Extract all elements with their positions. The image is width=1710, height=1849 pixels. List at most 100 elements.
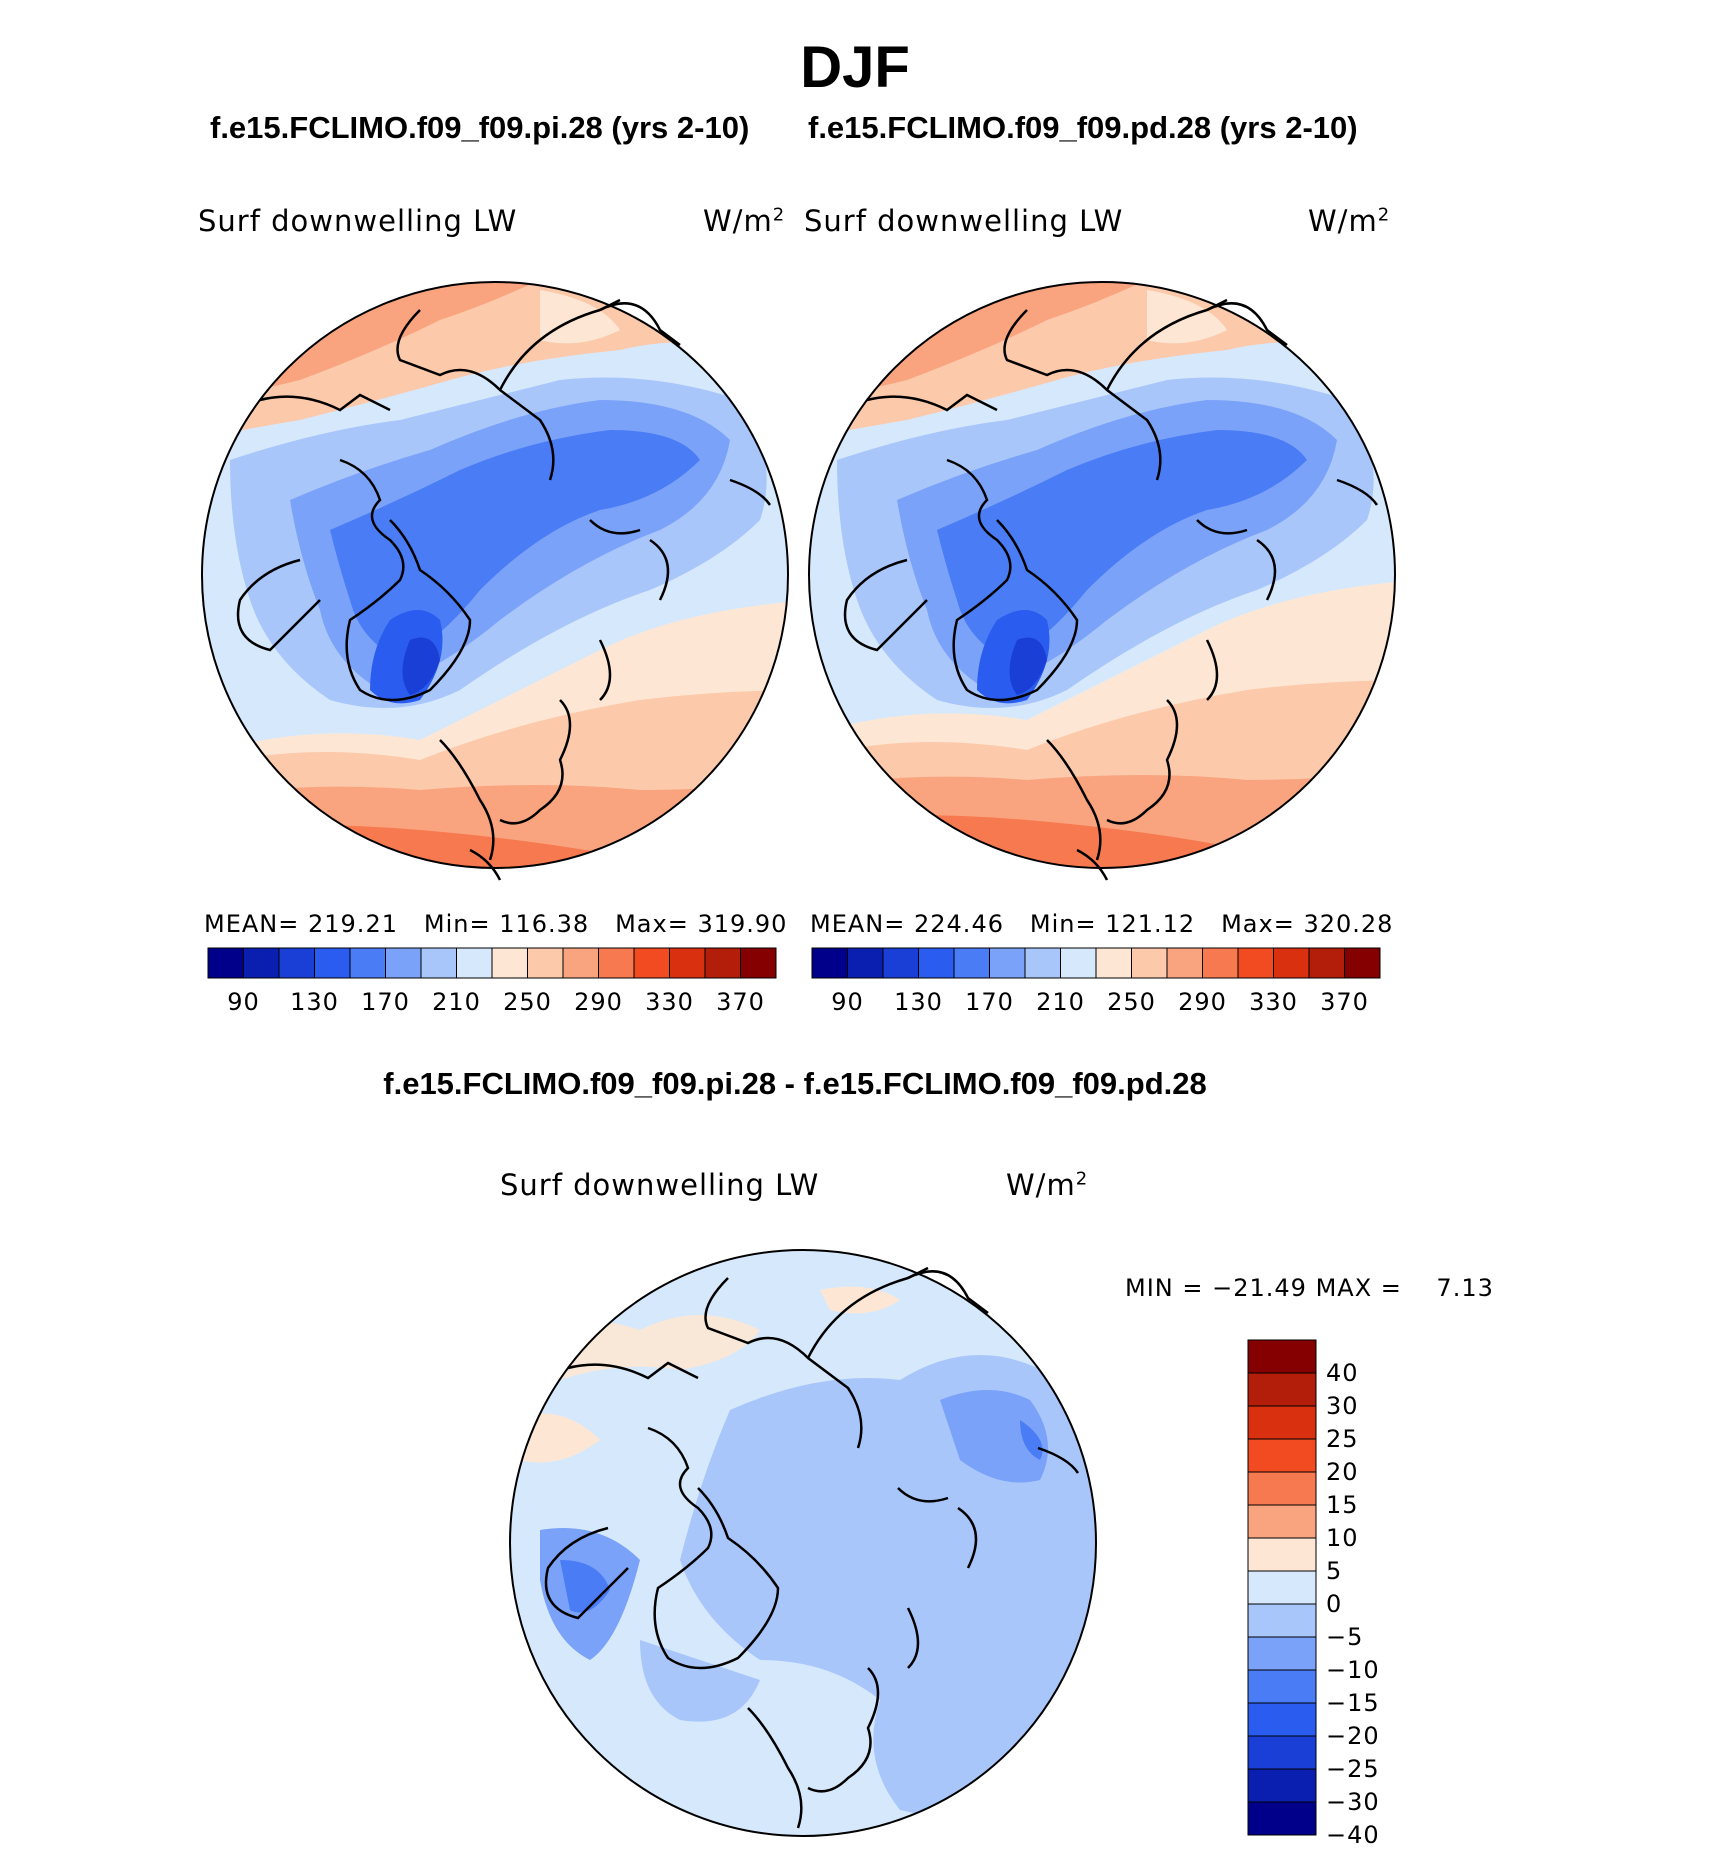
colorbar-pd-tick-label: 170 bbox=[965, 988, 1014, 1016]
units-label-pd: W/m2 bbox=[1308, 204, 1391, 238]
diff-minmax: MIN = −21.49 MAX = 7.13 bbox=[1125, 1274, 1494, 1302]
stats-row-pd: MEAN= 224.46 Min= 121.12 Max= 320.28 bbox=[810, 910, 1394, 938]
colorbar-pi-swatch bbox=[207, 947, 244, 979]
colorbar-pi-swatch bbox=[420, 947, 457, 979]
colorbar-diff-swatch bbox=[1247, 1570, 1317, 1605]
colorbar-diff-tick-label: 25 bbox=[1326, 1425, 1359, 1453]
colorbar-pd-swatch bbox=[1131, 947, 1168, 979]
diff-title: f.e15.FCLIMO.f09_f09.pi.28 - f.e15.FCLIM… bbox=[383, 1066, 1207, 1101]
colorbar-diff-swatch bbox=[1247, 1537, 1317, 1572]
colorbar-diff-tick-label: −15 bbox=[1326, 1689, 1380, 1717]
colorbar-pi-swatch bbox=[633, 947, 670, 979]
colorbar-pd-swatch bbox=[1166, 947, 1203, 979]
colorbar-diff-tick-label: −10 bbox=[1326, 1656, 1380, 1684]
colorbar-diff-tick-label: 30 bbox=[1326, 1392, 1359, 1420]
colorbar-pd-swatch bbox=[811, 947, 848, 979]
colorbar-pi-tick-label: 290 bbox=[574, 988, 623, 1016]
colorbar-diff-tick-label: −25 bbox=[1326, 1755, 1380, 1783]
colorbar-pi-tick-label: 370 bbox=[716, 988, 765, 1016]
colorbar-pd-tick-label: 370 bbox=[1320, 988, 1369, 1016]
colorbar-pi-tick-label: 130 bbox=[290, 988, 339, 1016]
colorbar-pi-tick-label: 90 bbox=[227, 988, 260, 1016]
colorbar-pd bbox=[811, 947, 1381, 979]
colorbar-diff-swatch bbox=[1247, 1702, 1317, 1737]
colorbar-pd-tick-label: 250 bbox=[1107, 988, 1156, 1016]
coastlines-diff bbox=[544, 1266, 1080, 1829]
colorbar-pi-swatch bbox=[243, 947, 280, 979]
colorbar-pi-swatch bbox=[527, 947, 564, 979]
colorbar-pd-swatch bbox=[1308, 947, 1345, 979]
coastlines-pi bbox=[236, 298, 772, 881]
units-label-diff: W/m2 bbox=[1006, 1168, 1089, 1202]
colorbar-pd-swatch bbox=[1344, 947, 1381, 979]
colorbar-pd-swatch bbox=[918, 947, 955, 979]
variable-label-diff: Surf downwelling LW bbox=[500, 1168, 820, 1202]
colorbar-pd-tick-label: 290 bbox=[1178, 988, 1227, 1016]
colorbar-pi-swatch bbox=[349, 947, 386, 979]
colorbar-pd-swatch bbox=[1024, 947, 1061, 979]
case-title-pi: f.e15.FCLIMO.f09_f09.pi.28 (yrs 2-10) bbox=[210, 110, 750, 145]
coastlines-pd bbox=[843, 298, 1379, 881]
colorbar-pd-swatch bbox=[1095, 947, 1132, 979]
colorbar-pi-swatch bbox=[314, 947, 351, 979]
colorbar-pd-swatch bbox=[1202, 947, 1239, 979]
colorbar-pi-swatch bbox=[456, 947, 493, 979]
colorbar-diff-tick-label: 10 bbox=[1326, 1524, 1359, 1552]
colorbar-diff-swatch bbox=[1247, 1768, 1317, 1803]
colorbar-diff-tick-label: −30 bbox=[1326, 1788, 1380, 1816]
case-title-pd: f.e15.FCLIMO.f09_f09.pd.28 (yrs 2-10) bbox=[808, 110, 1358, 145]
colorbar-diff-swatch bbox=[1247, 1372, 1317, 1407]
units-label-pi: W/m2 bbox=[703, 204, 786, 238]
colorbar-pi-swatch bbox=[278, 947, 315, 979]
colorbar-pi-tick-label: 330 bbox=[645, 988, 694, 1016]
colorbar-pi-tick-label: 250 bbox=[503, 988, 552, 1016]
colorbar-pd-swatch bbox=[989, 947, 1026, 979]
colorbar-pi bbox=[207, 947, 777, 979]
colorbar-diff-swatch bbox=[1247, 1603, 1317, 1638]
colorbar-pd-tick-label: 90 bbox=[831, 988, 864, 1016]
variable-label-pi: Surf downwelling LW bbox=[198, 204, 518, 238]
colorbar-diff-tick-label: 40 bbox=[1326, 1359, 1359, 1387]
season-title: DJF bbox=[800, 35, 910, 100]
colorbar-diff-tick-label: −5 bbox=[1326, 1623, 1364, 1651]
colorbar-pd-swatch bbox=[882, 947, 919, 979]
colorbar-diff-tick-label: 0 bbox=[1326, 1590, 1343, 1618]
colorbar-pd-swatch bbox=[1237, 947, 1274, 979]
colorbar-pi-swatch bbox=[491, 947, 528, 979]
colorbar-pi-swatch bbox=[669, 947, 706, 979]
colorbar-pd-tick-label: 210 bbox=[1036, 988, 1085, 1016]
colorbar-pi-swatch bbox=[385, 947, 422, 979]
colorbar-diff-swatch bbox=[1247, 1801, 1317, 1836]
colorbar-diff-tick-label: 15 bbox=[1326, 1491, 1359, 1519]
map-pi bbox=[202, 282, 788, 868]
colorbar-diff-swatch bbox=[1247, 1405, 1317, 1440]
colorbar-pi-swatch bbox=[704, 947, 741, 979]
colorbar-diff-swatch bbox=[1247, 1339, 1317, 1374]
colorbar-pd-swatch bbox=[1060, 947, 1097, 979]
colorbar-diff-swatch bbox=[1247, 1471, 1317, 1506]
colorbar-pi-swatch bbox=[562, 947, 599, 979]
map-pd bbox=[809, 282, 1395, 868]
colorbar-diff-tick-label: −20 bbox=[1326, 1722, 1380, 1750]
colorbar-diff-tick-label: 5 bbox=[1326, 1557, 1343, 1585]
colorbar-pi-tick-label: 210 bbox=[432, 988, 481, 1016]
colorbar-diff-tick-label: 20 bbox=[1326, 1458, 1359, 1486]
colorbar-diff-swatch bbox=[1247, 1438, 1317, 1473]
colorbar-pi-swatch bbox=[598, 947, 635, 979]
colorbar-diff-swatch bbox=[1247, 1735, 1317, 1770]
colorbar-diff bbox=[1247, 1339, 1317, 1836]
stats-row-pi: MEAN= 219.21 Min= 116.38 Max= 319.90 bbox=[204, 910, 788, 938]
colorbar-diff-swatch bbox=[1247, 1669, 1317, 1704]
colorbar-pd-swatch bbox=[1273, 947, 1310, 979]
colorbar-pd-swatch bbox=[847, 947, 884, 979]
colorbar-diff-swatch bbox=[1247, 1504, 1317, 1539]
colorbar-diff-tick-label: −40 bbox=[1326, 1821, 1380, 1849]
map-diff bbox=[510, 1250, 1096, 1836]
colorbar-pd-tick-label: 330 bbox=[1249, 988, 1298, 1016]
variable-label-pd: Surf downwelling LW bbox=[804, 204, 1124, 238]
colorbar-pi-tick-label: 170 bbox=[361, 988, 410, 1016]
colorbar-diff-swatch bbox=[1247, 1636, 1317, 1671]
colorbar-pd-tick-label: 130 bbox=[894, 988, 943, 1016]
colorbar-pi-swatch bbox=[740, 947, 777, 979]
